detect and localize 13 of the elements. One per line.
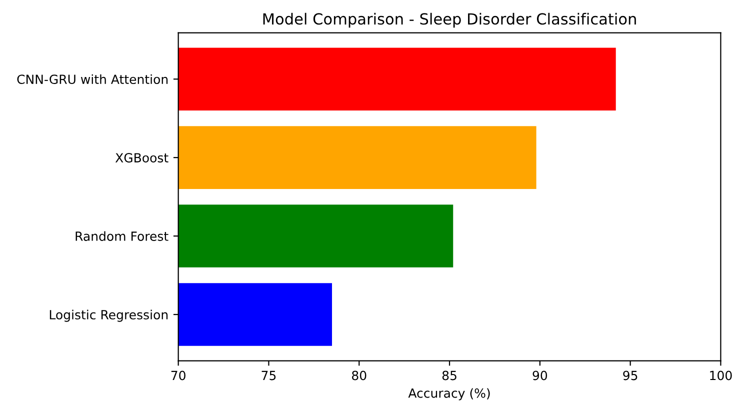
y-tick-label: XGBoost (115, 153, 168, 162)
chart-title: Model Comparison - Sleep Disorder Classification (263, 12, 636, 28)
y-tick-label: Logistic Regression (50, 310, 168, 322)
y-tick-label: CNN-GRU with Attention (17, 74, 168, 84)
x-tick-label: 85 (442, 370, 456, 380)
x-tick-label: 70 (171, 370, 186, 380)
x-tick-label: 100 (710, 370, 732, 380)
x-axis-title: Accuracy (%) (408, 388, 490, 400)
x-tick-label: 75 (262, 370, 276, 380)
x-tick-label: 90 (532, 370, 548, 380)
y-tick-label: Random Forest (76, 231, 168, 241)
x-tick-label: 95 (623, 370, 638, 380)
x-tick-label: 80 (352, 370, 366, 380)
